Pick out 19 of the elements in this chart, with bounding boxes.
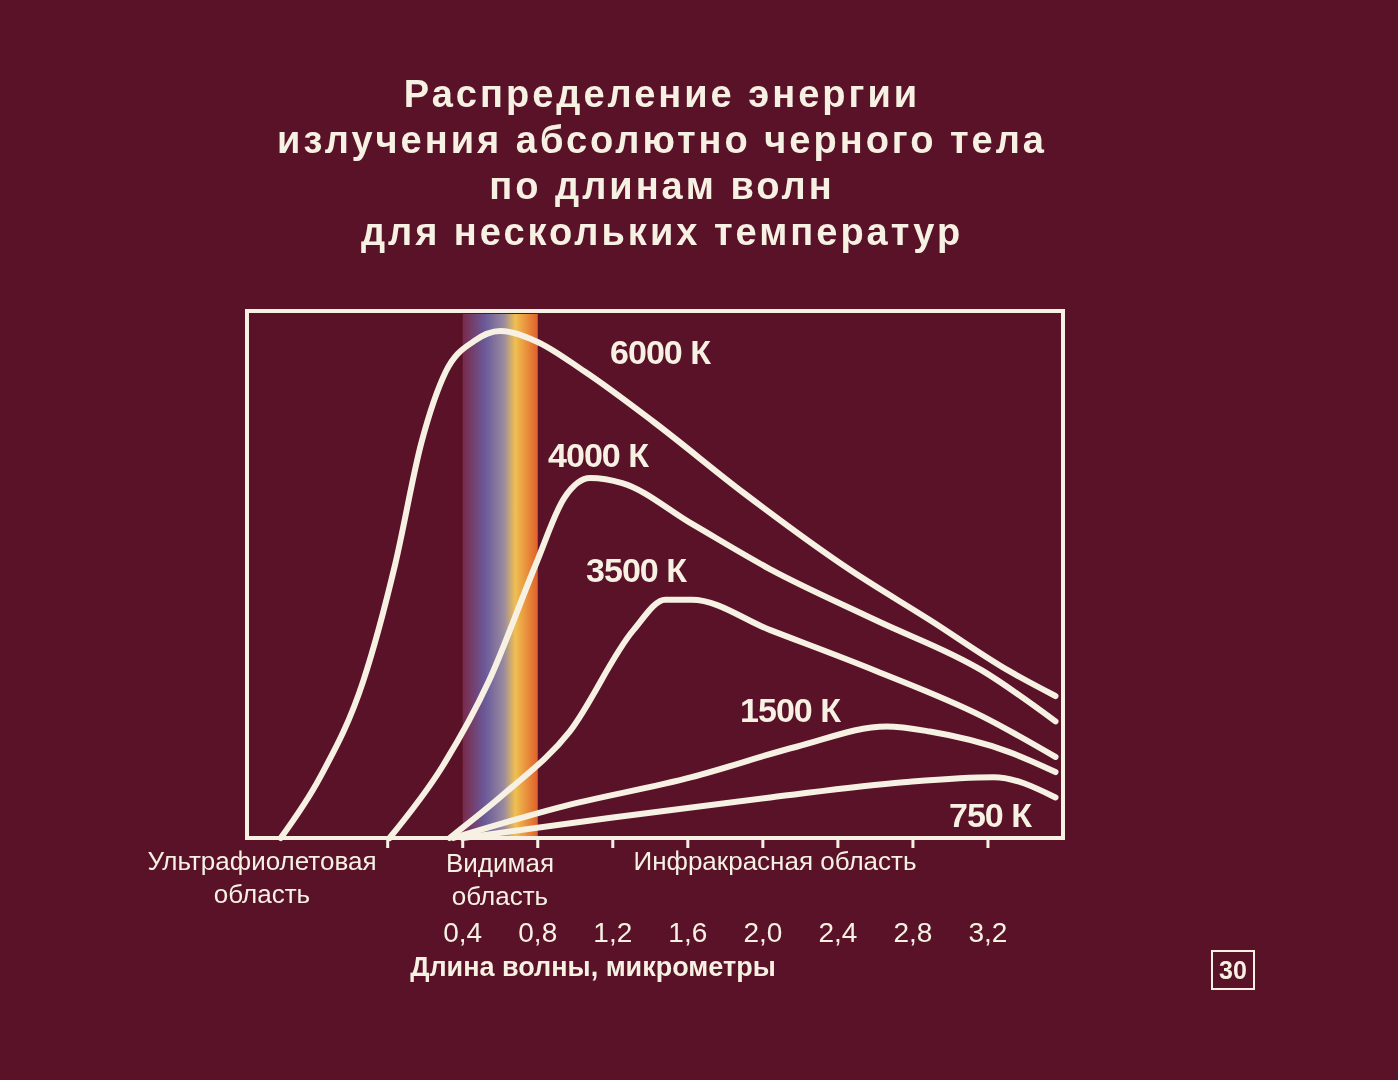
series-label: 4000 К	[548, 436, 650, 474]
series-label: 6000 К	[610, 333, 712, 371]
text: 30	[1219, 956, 1247, 984]
x-tick-label: 0,4	[443, 917, 483, 948]
x-tick-label: 1,6	[668, 917, 708, 948]
x-tick-label: 2,0	[743, 917, 783, 948]
x-tick-label: 0,8	[518, 917, 558, 948]
text: Инфракрасная область	[633, 846, 917, 876]
x-tick-label: 2,8	[893, 917, 933, 948]
series-label: 750 К	[949, 796, 1033, 834]
text: Ультрафиолетовая область	[147, 846, 377, 909]
series-label: 1500 К	[740, 691, 842, 729]
series-label: 3500 К	[586, 551, 688, 589]
x-tick-label: 3,2	[968, 917, 1008, 948]
x-axis-title: Длина волны, микрометры	[410, 952, 776, 982]
text: Видимая область	[446, 848, 554, 911]
x-tick-label: 1,2	[593, 917, 633, 948]
chart-title: Распределение энергии излучения абсолютно черного тела по длинам волн для нескольких температур	[277, 73, 1047, 253]
x-tick-label: 2,4	[818, 917, 858, 948]
